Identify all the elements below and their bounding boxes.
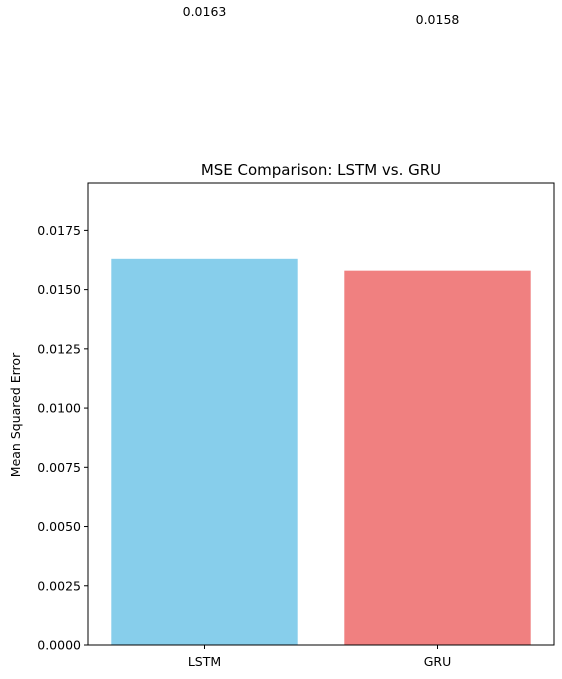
y-tick-label: 0.0075	[37, 460, 81, 475]
y-tick-label: 0.0025	[37, 578, 81, 593]
y-axis-label: Mean Squared Error	[8, 352, 23, 477]
value-label-gru: 0.0158	[416, 12, 460, 27]
y-tick-label: 0.0175	[37, 223, 81, 238]
bars-group	[111, 258, 531, 645]
y-tick-label: 0.0000	[37, 638, 81, 653]
plot-frame	[87, 182, 555, 646]
x-axis-ticks: LSTM GRU	[188, 645, 451, 669]
y-tick-label: 0.0150	[37, 282, 81, 297]
value-label-lstm: 0.0163	[183, 4, 227, 19]
y-tick-label: 0.0100	[37, 401, 81, 416]
bar-gru	[344, 270, 531, 645]
x-tick-label-lstm: LSTM	[188, 654, 221, 669]
chart-title: MSE Comparison: LSTM vs. GRU	[201, 161, 441, 179]
x-tick-label-gru: GRU	[424, 654, 452, 669]
bar-lstm	[111, 258, 298, 645]
y-tick-label: 0.0050	[37, 519, 81, 534]
y-axis-ticks: 0.0000 0.0025 0.0050 0.0075 0.0100 0.0125 0.01…	[37, 223, 88, 653]
y-tick-label: 0.0125	[37, 341, 81, 356]
value-labels-group: 0.0163 0.0158	[183, 4, 460, 27]
